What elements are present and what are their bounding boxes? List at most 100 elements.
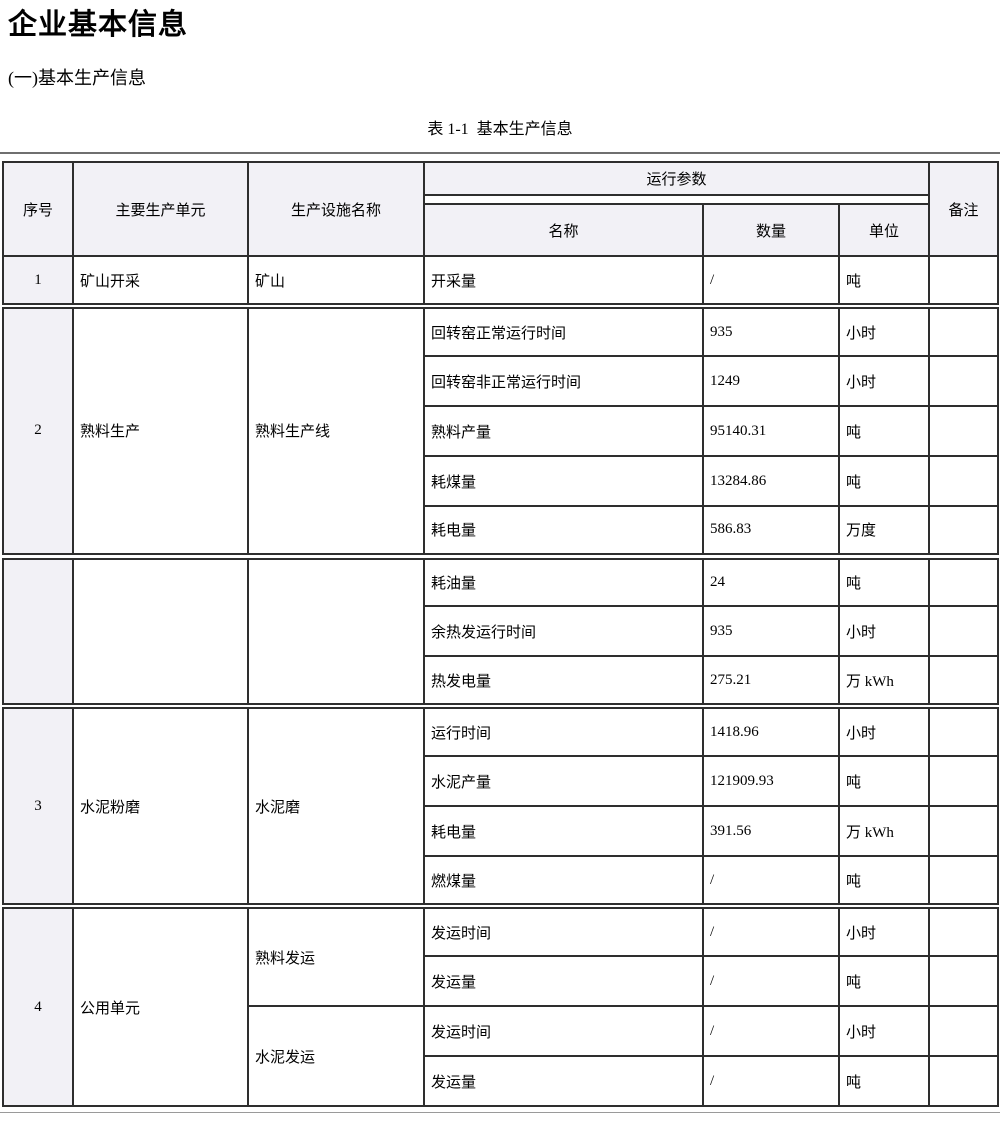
unit-cell: 小时 [838, 605, 930, 657]
remark-cell [928, 1005, 999, 1057]
qty-cell: / [702, 1055, 840, 1107]
table-row: 发运量 / 吨 [3, 1055, 999, 1107]
remark-cell [928, 505, 999, 557]
unit-cell: 吨 [838, 552, 930, 607]
qty-cell: 935 [702, 303, 840, 357]
qty-cell: 1249 [702, 355, 840, 407]
facility-cell: 水泥发运 [247, 1005, 425, 1107]
unit-cell: 吨 [838, 755, 930, 807]
header-param-unit: 单位 [838, 203, 930, 257]
table-row: 3 水泥粉磨 水泥磨 运行时间 1418.96 小时 [2, 703, 999, 907]
header-row-2: 名称 数量 单位 [3, 203, 998, 257]
remark-cell [928, 605, 999, 657]
seq-cell: 4 [2, 903, 74, 1107]
unit-cell: 吨 [838, 855, 930, 907]
main-unit-cell: 水泥粉磨 [72, 703, 249, 907]
table-row: 2 熟料生产 熟料生产线 回转窑正常运行时间 935 小时 [2, 303, 999, 557]
param-name-cell: 发运时间 [423, 1005, 704, 1057]
remark-cell [928, 703, 999, 757]
remark-cell [928, 805, 999, 857]
remark-cell [928, 755, 999, 807]
remark-cell [928, 655, 999, 707]
unit-cell: 小时 [838, 903, 930, 957]
remark-cell [928, 455, 999, 507]
remark-cell [928, 855, 999, 907]
qty-cell: / [702, 955, 840, 1007]
unit-cell: 吨 [838, 405, 930, 457]
main-unit-cell: 矿山开采 [72, 255, 249, 307]
unit-cell: 吨 [838, 955, 930, 1007]
unit-cell: 万 kWh [838, 805, 930, 857]
table-row: 耗电量 586.83 万度 [3, 505, 999, 557]
table-row: 热发电量 275.21 万 kWh [3, 655, 999, 707]
header-param-qty: 数量 [702, 203, 840, 257]
unit-cell: 万度 [838, 505, 930, 557]
qty-cell: 1418.96 [702, 703, 840, 757]
remark-cell [928, 552, 999, 607]
remark-cell [928, 303, 999, 357]
unit-cell: 小时 [838, 703, 930, 757]
header-spacer-row [3, 194, 998, 205]
table-row: 水泥产量 121909.93 吨 [3, 755, 999, 807]
table-row: 4 公用单元 熟料发运 发运时间 / 小时 [2, 903, 999, 1107]
param-name-cell: 耗电量 [423, 805, 704, 857]
qty-cell: / [702, 903, 840, 957]
header-seq: 序号 [2, 161, 74, 257]
main-unit-cell [72, 552, 249, 707]
table-row: 发运量 / 吨 [3, 955, 999, 1007]
param-name-cell: 热发电量 [423, 655, 704, 707]
seq-cell: 3 [2, 703, 74, 907]
page-break-rule-top [0, 152, 1000, 154]
remark-cell [928, 255, 999, 307]
qty-cell: / [702, 855, 840, 907]
unit-cell: 吨 [838, 455, 930, 507]
param-name-cell: 开采量 [423, 255, 704, 307]
header-run-params: 运行参数 [423, 161, 930, 196]
qty-cell: 24 [702, 552, 840, 607]
facility-cell [247, 552, 425, 707]
qty-cell: 391.56 [702, 805, 840, 857]
facility-cell: 水泥磨 [247, 703, 425, 907]
param-name-cell: 回转窑非正常运行时间 [423, 355, 704, 407]
seq-cell: 1 [2, 255, 74, 307]
param-name-cell: 熟料产量 [423, 405, 704, 457]
table-row: 耗电量 391.56 万 kWh [3, 805, 999, 857]
seq-cell [2, 552, 74, 707]
table-row: 耗煤量 13284.86 吨 [3, 455, 999, 507]
section-heading: (一)基本生产信息 [8, 68, 146, 88]
remark-cell [928, 1055, 999, 1107]
qty-cell: 121909.93 [702, 755, 840, 807]
param-name-cell: 发运量 [423, 1055, 704, 1107]
unit-cell: 吨 [838, 255, 930, 307]
header-param-name: 名称 [423, 203, 704, 257]
param-name-cell: 燃煤量 [423, 855, 704, 907]
remark-cell [928, 903, 999, 957]
remark-cell [928, 405, 999, 457]
param-name-cell: 发运时间 [423, 903, 704, 957]
main-unit-cell: 公用单元 [72, 903, 249, 1107]
qty-cell: 935 [702, 605, 840, 657]
param-name-cell: 耗油量 [423, 552, 704, 607]
qty-cell: 95140.31 [702, 405, 840, 457]
param-name-cell: 耗煤量 [423, 455, 704, 507]
header-remark: 备注 [928, 161, 999, 257]
seq-cell: 2 [2, 303, 74, 557]
param-name-cell: 耗电量 [423, 505, 704, 557]
header-facility: 生产设施名称 [247, 161, 425, 257]
header-main-unit: 主要生产单元 [72, 161, 249, 257]
param-name-cell: 发运量 [423, 955, 704, 1007]
table-row: 熟料产量 95140.31 吨 [3, 405, 999, 457]
qty-cell: 13284.86 [702, 455, 840, 507]
table-row: 燃煤量 / 吨 [3, 855, 999, 907]
table-row: 1 矿山开采 矿山 开采量 / 吨 [2, 255, 999, 307]
page-break-rule-bottom [0, 1112, 1000, 1113]
qty-cell: / [702, 255, 840, 307]
unit-cell: 小时 [838, 303, 930, 357]
table-row: 水泥发运 发运时间 / 小时 [3, 1005, 999, 1107]
facility-cell: 熟料发运 [247, 903, 425, 1007]
param-name-cell: 水泥产量 [423, 755, 704, 807]
facility-cell: 熟料生产线 [247, 303, 425, 557]
qty-cell: 275.21 [702, 655, 840, 707]
param-name-cell: 运行时间 [423, 703, 704, 757]
